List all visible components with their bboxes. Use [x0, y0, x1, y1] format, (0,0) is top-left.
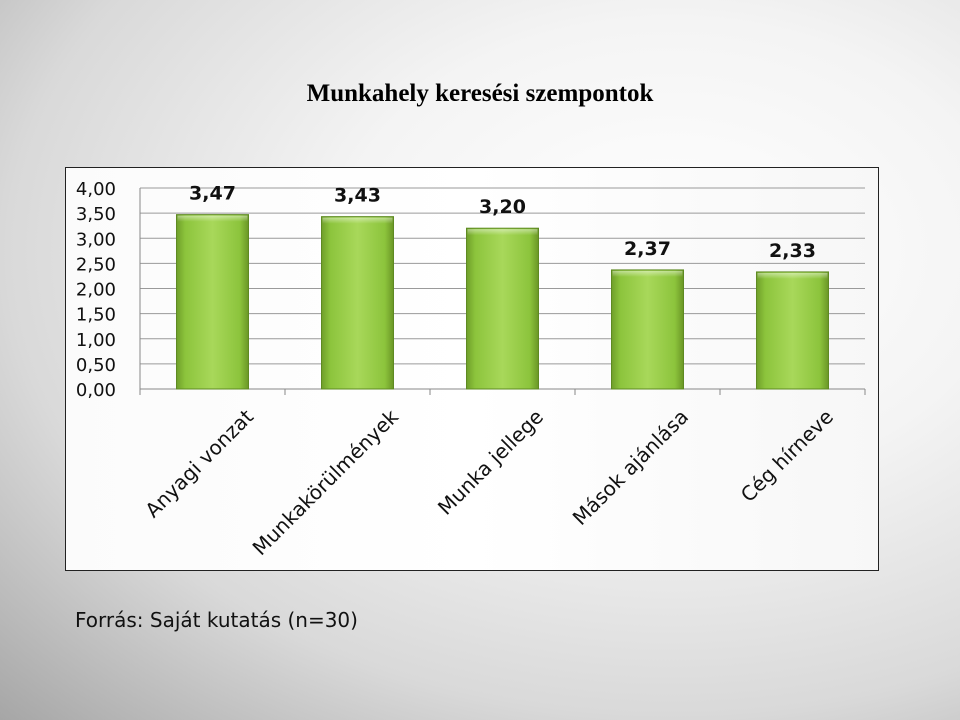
data-label: 3,43: [334, 185, 381, 207]
x-tick-label: Cég hírneve: [736, 405, 838, 507]
y-tick-label: 0,00: [76, 380, 116, 401]
x-tick-label: Munkakörülmények: [248, 404, 404, 560]
bar-highlight: [757, 272, 828, 279]
data-label: 3,20: [479, 196, 526, 218]
y-tick-label: 2,50: [76, 254, 116, 275]
bar: [756, 271, 829, 390]
bar-highlight: [322, 217, 393, 224]
y-tick-label: 3,00: [76, 229, 116, 250]
y-tick-label: 0,50: [76, 355, 116, 376]
x-tick-label: Munka jellege: [433, 405, 548, 520]
bar-highlight: [467, 229, 538, 236]
data-label: 2,33: [769, 240, 816, 262]
y-tick-label: 1,50: [76, 305, 116, 326]
bar-highlight: [177, 215, 248, 222]
y-tick-label: 2,00: [76, 280, 116, 301]
source-note: Forrás: Saját kutatás (n=30): [75, 608, 358, 632]
bar: [466, 227, 539, 390]
y-tick-label: 4,00: [76, 179, 116, 200]
bar: [611, 269, 684, 390]
x-tick-label: Mások ajánlása: [568, 405, 693, 530]
y-tick-label: 1,00: [76, 330, 116, 351]
y-tick-label: 3,50: [76, 204, 116, 225]
bar: [176, 214, 249, 390]
data-label: 2,37: [624, 238, 671, 260]
bar: [321, 216, 394, 390]
bar-highlight: [612, 270, 683, 277]
data-label: 3,47: [189, 183, 236, 205]
chart-title: Munkahely keresési szempontok: [306, 80, 654, 107]
x-tick-label: Anyagi vonzat: [140, 404, 258, 522]
